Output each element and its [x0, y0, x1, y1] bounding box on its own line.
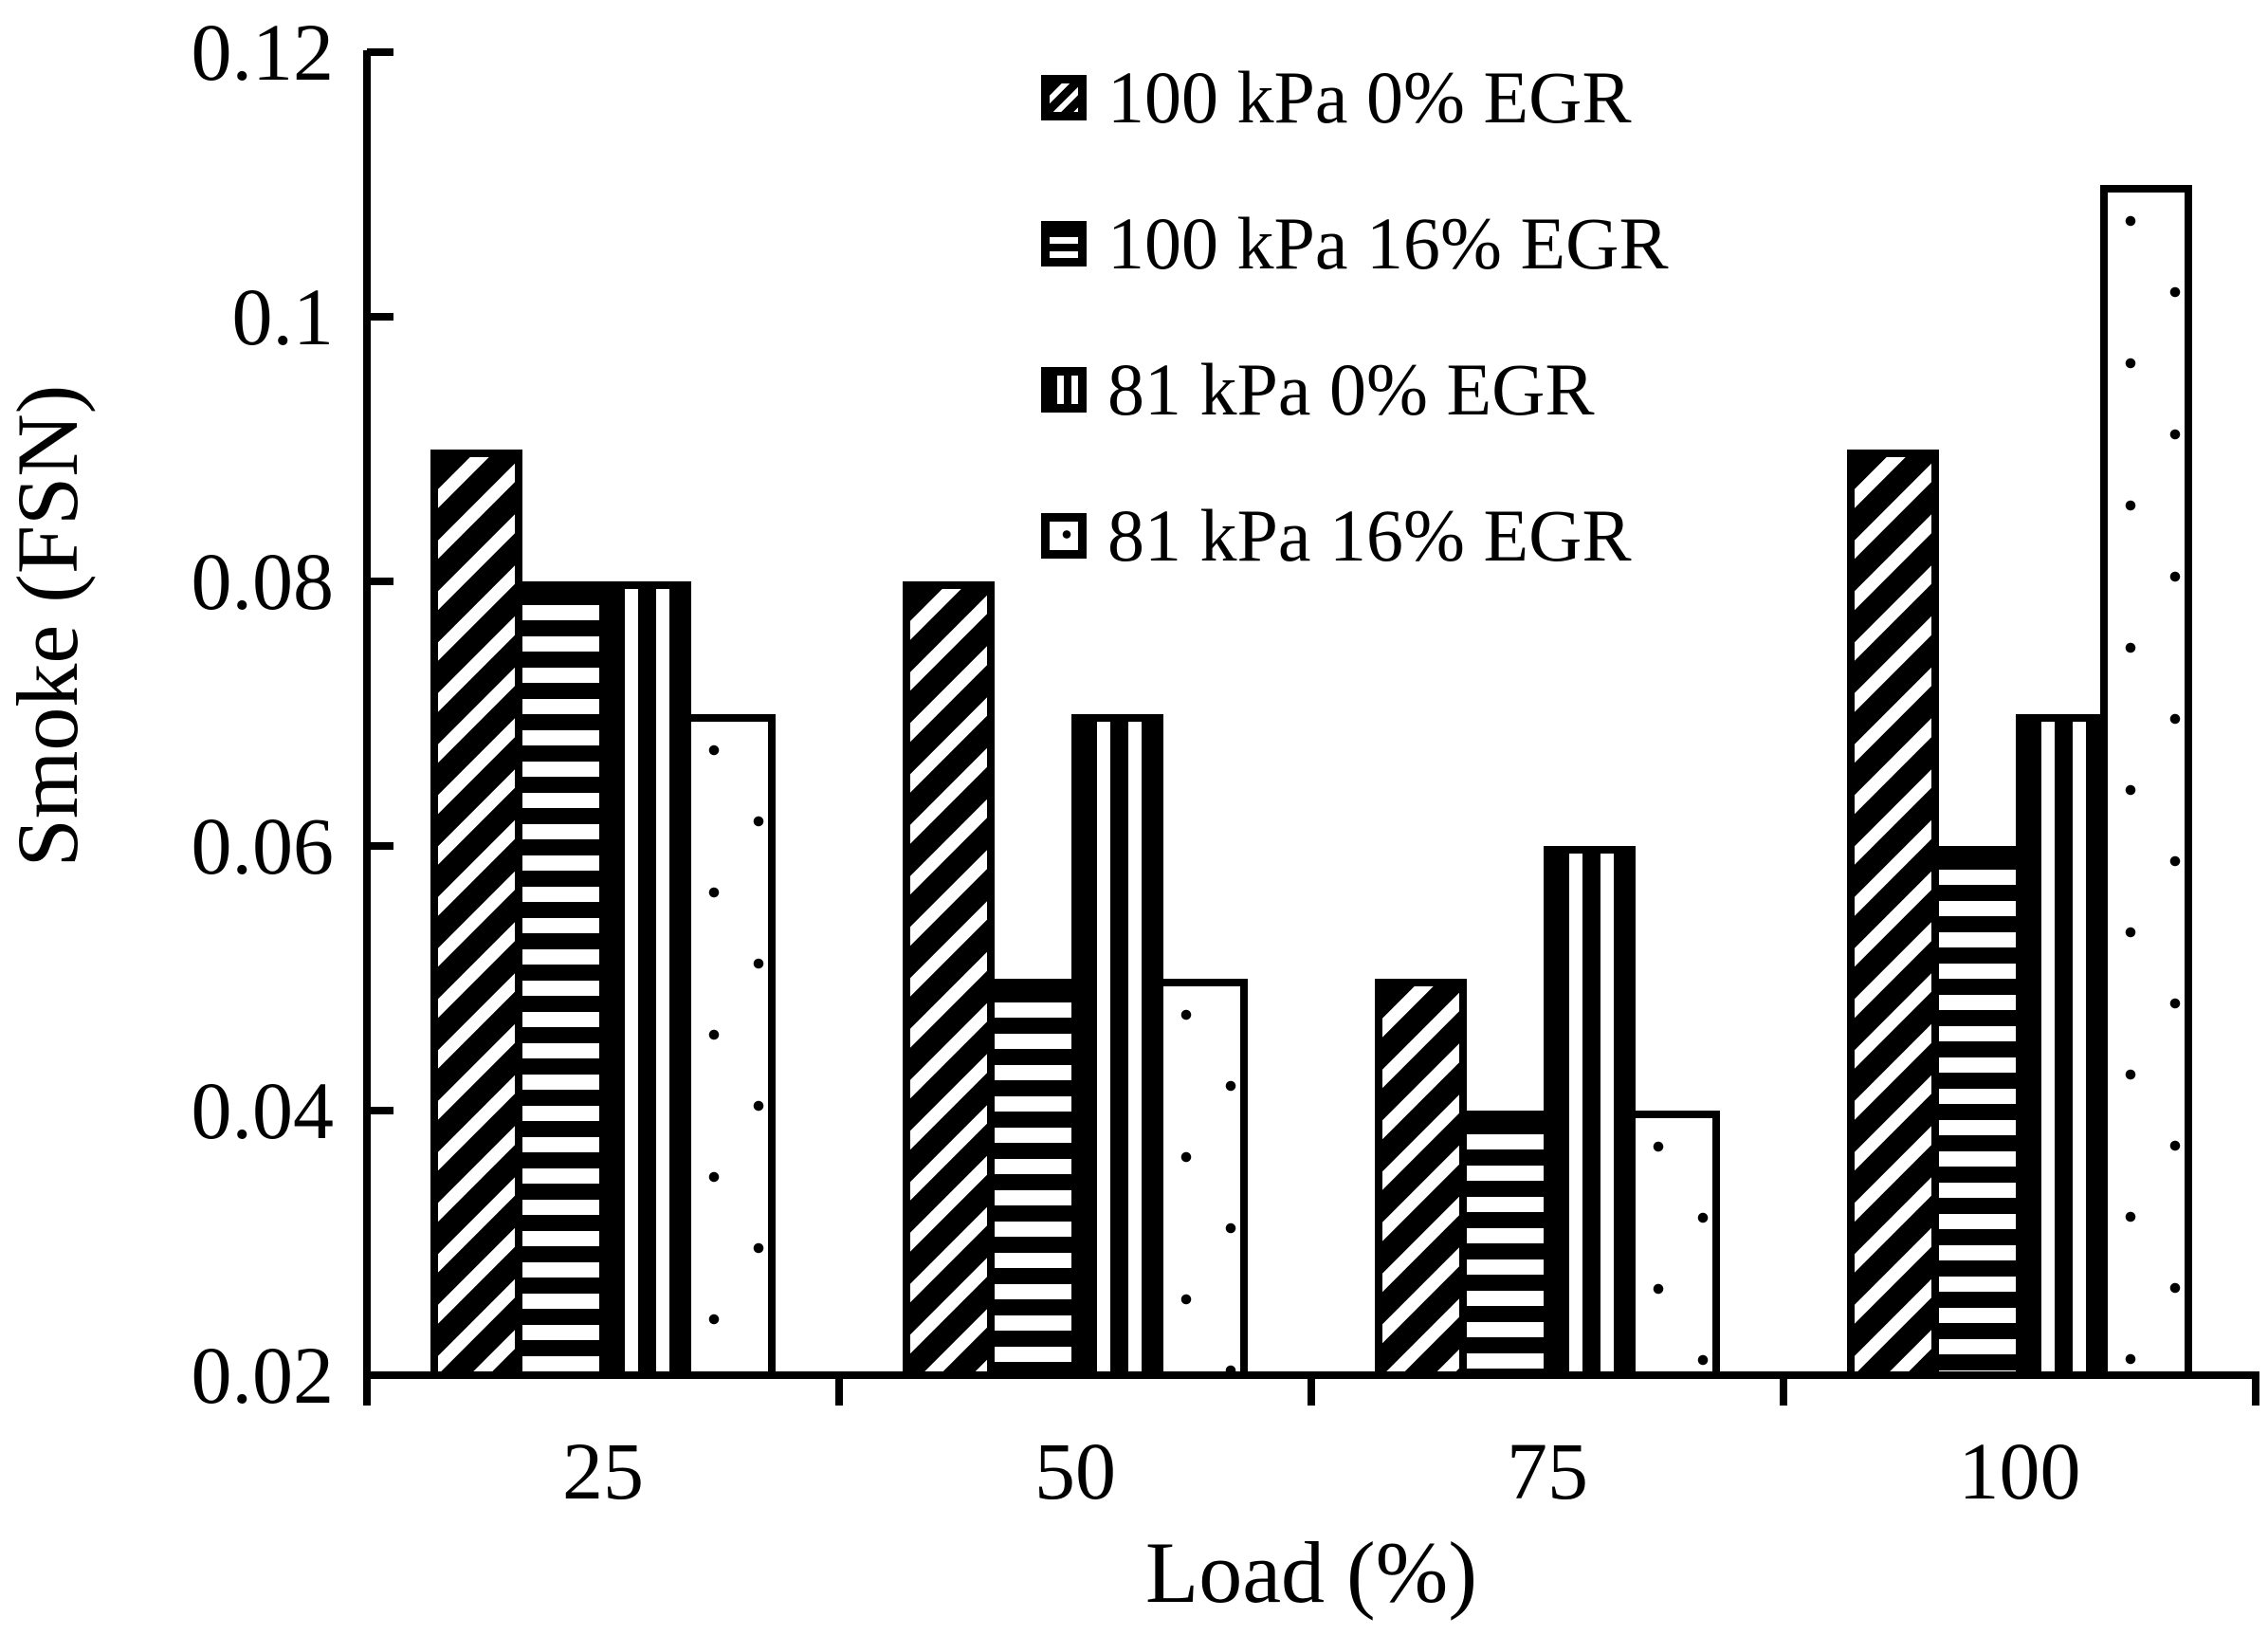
bar-series3-load75 — [1544, 846, 1636, 1379]
bar-series2-load50 — [987, 978, 1079, 1379]
y-tick — [367, 313, 393, 321]
bar-series3-load50 — [1071, 713, 1163, 1379]
legend-label: 100 kPa 16% EGR — [1107, 202, 1669, 285]
legend-label: 100 kPa 0% EGR — [1107, 56, 1632, 138]
legend-swatch-vertical-stripes-icon — [1041, 367, 1087, 413]
y-axis-line — [363, 50, 371, 1379]
bar-series3-load25 — [599, 581, 691, 1379]
bar-series1-load75 — [1375, 978, 1467, 1379]
bar-series2-load25 — [515, 581, 607, 1379]
bar-series4-load50 — [1156, 978, 1248, 1379]
x-tick-label: 25 — [562, 1425, 644, 1517]
y-tick-label: 0.08 — [191, 536, 335, 627]
y-axis-title: Smoke (FSN) — [0, 384, 96, 868]
y-tick-label: 0.04 — [191, 1065, 335, 1156]
y-tick-label: 0.02 — [191, 1330, 335, 1421]
bar-series4-load100 — [2100, 184, 2192, 1379]
bar-series4-load75 — [1628, 1111, 1720, 1379]
bar-series2-load75 — [1459, 1111, 1551, 1379]
x-tick — [1780, 1379, 1787, 1406]
legend-swatch-dots-icon — [1041, 513, 1087, 559]
legend-label: 81 kPa 0% EGR — [1107, 348, 1595, 431]
bar-series1-load50 — [903, 581, 995, 1379]
x-tick — [835, 1379, 843, 1406]
y-tick-label: 0.06 — [191, 800, 335, 892]
x-axis-title: Load (%) — [1145, 1524, 1477, 1621]
bar-series1-load25 — [430, 449, 522, 1379]
y-tick-label: 0.12 — [191, 7, 335, 98]
y-tick — [367, 48, 393, 56]
legend-swatch-horizontal-stripes-icon — [1041, 221, 1087, 267]
legend-swatch-diagonal-stripes-icon — [1041, 75, 1087, 120]
x-tick-label: 75 — [1507, 1425, 1588, 1517]
legend-label: 81 kPa 16% EGR — [1107, 494, 1632, 577]
bar-series4-load25 — [684, 713, 776, 1379]
x-tick — [363, 1379, 371, 1406]
y-tick-label: 0.1 — [231, 271, 335, 362]
y-tick — [367, 578, 393, 585]
x-axis-line — [363, 1371, 2259, 1379]
bar-series2-load100 — [1931, 846, 2023, 1379]
bar-series3-load100 — [2016, 713, 2108, 1379]
x-tick-label: 100 — [1958, 1425, 2081, 1517]
x-tick — [1308, 1379, 1315, 1406]
y-tick — [367, 1107, 393, 1114]
x-tick — [2252, 1379, 2259, 1406]
bar-series1-load100 — [1847, 449, 1939, 1379]
x-tick-label: 50 — [1034, 1425, 1116, 1517]
y-tick — [367, 842, 393, 850]
